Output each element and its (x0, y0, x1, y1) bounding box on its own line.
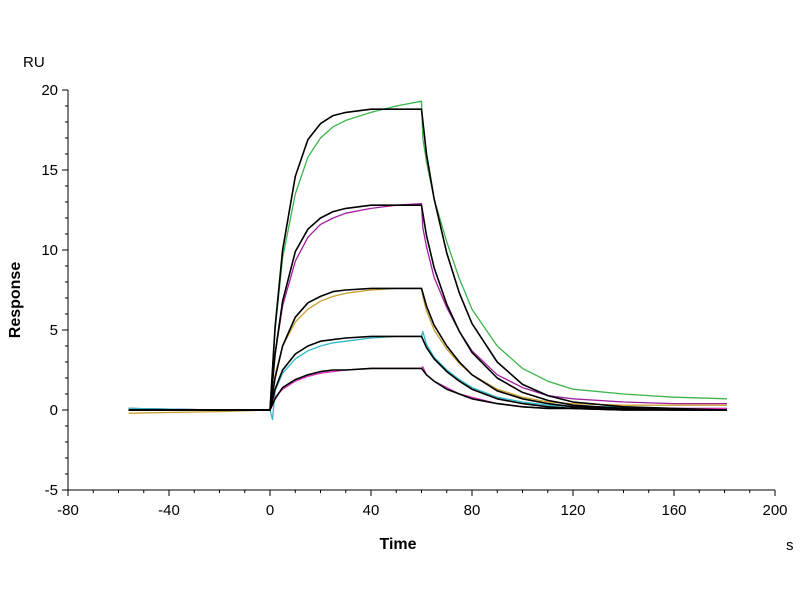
y-unit-label: RU (23, 54, 45, 71)
axes: -5 0 5 10 15 20 -80 -40 0 40 80 120 160 200 (41, 82, 787, 519)
x-ticks: -80 -40 0 40 80 120 160 200 (57, 490, 788, 519)
fit-curve-7 (128, 287, 727, 411)
y-tick-label: 15 (41, 162, 58, 179)
y-tick-label: 10 (41, 242, 58, 259)
x-tick-label: 120 (560, 502, 585, 519)
y-tick-label: 20 (41, 82, 58, 99)
y-ticks: -5 0 5 10 15 20 (41, 82, 68, 499)
x-tick-label: -80 (57, 502, 79, 519)
x-tick-label: -40 (158, 502, 180, 519)
y-axis-title: Response (7, 262, 24, 339)
x-axis-title: Time (379, 536, 416, 553)
x-tick-label: 80 (464, 502, 481, 519)
y-tick-label: 5 (50, 322, 58, 339)
x-tick-label: 40 (363, 502, 380, 519)
x-tick-label: 160 (661, 502, 686, 519)
x-tick-label: 0 (266, 502, 274, 519)
x-tick-label: 200 (762, 502, 787, 519)
fit-curve-9 (128, 367, 727, 411)
fit-curve-8 (128, 335, 727, 411)
measured-curve-4 (128, 366, 727, 411)
y-tick-label: -5 (45, 482, 58, 499)
series-layer (128, 100, 728, 421)
measured-curve-1 (128, 202, 727, 411)
x-unit-label: s (786, 537, 794, 554)
measured-curve-0 (128, 100, 728, 411)
y-tick-label: 0 (50, 402, 58, 419)
fit-curve-5 (128, 108, 728, 411)
fit-curve-6 (128, 204, 727, 411)
